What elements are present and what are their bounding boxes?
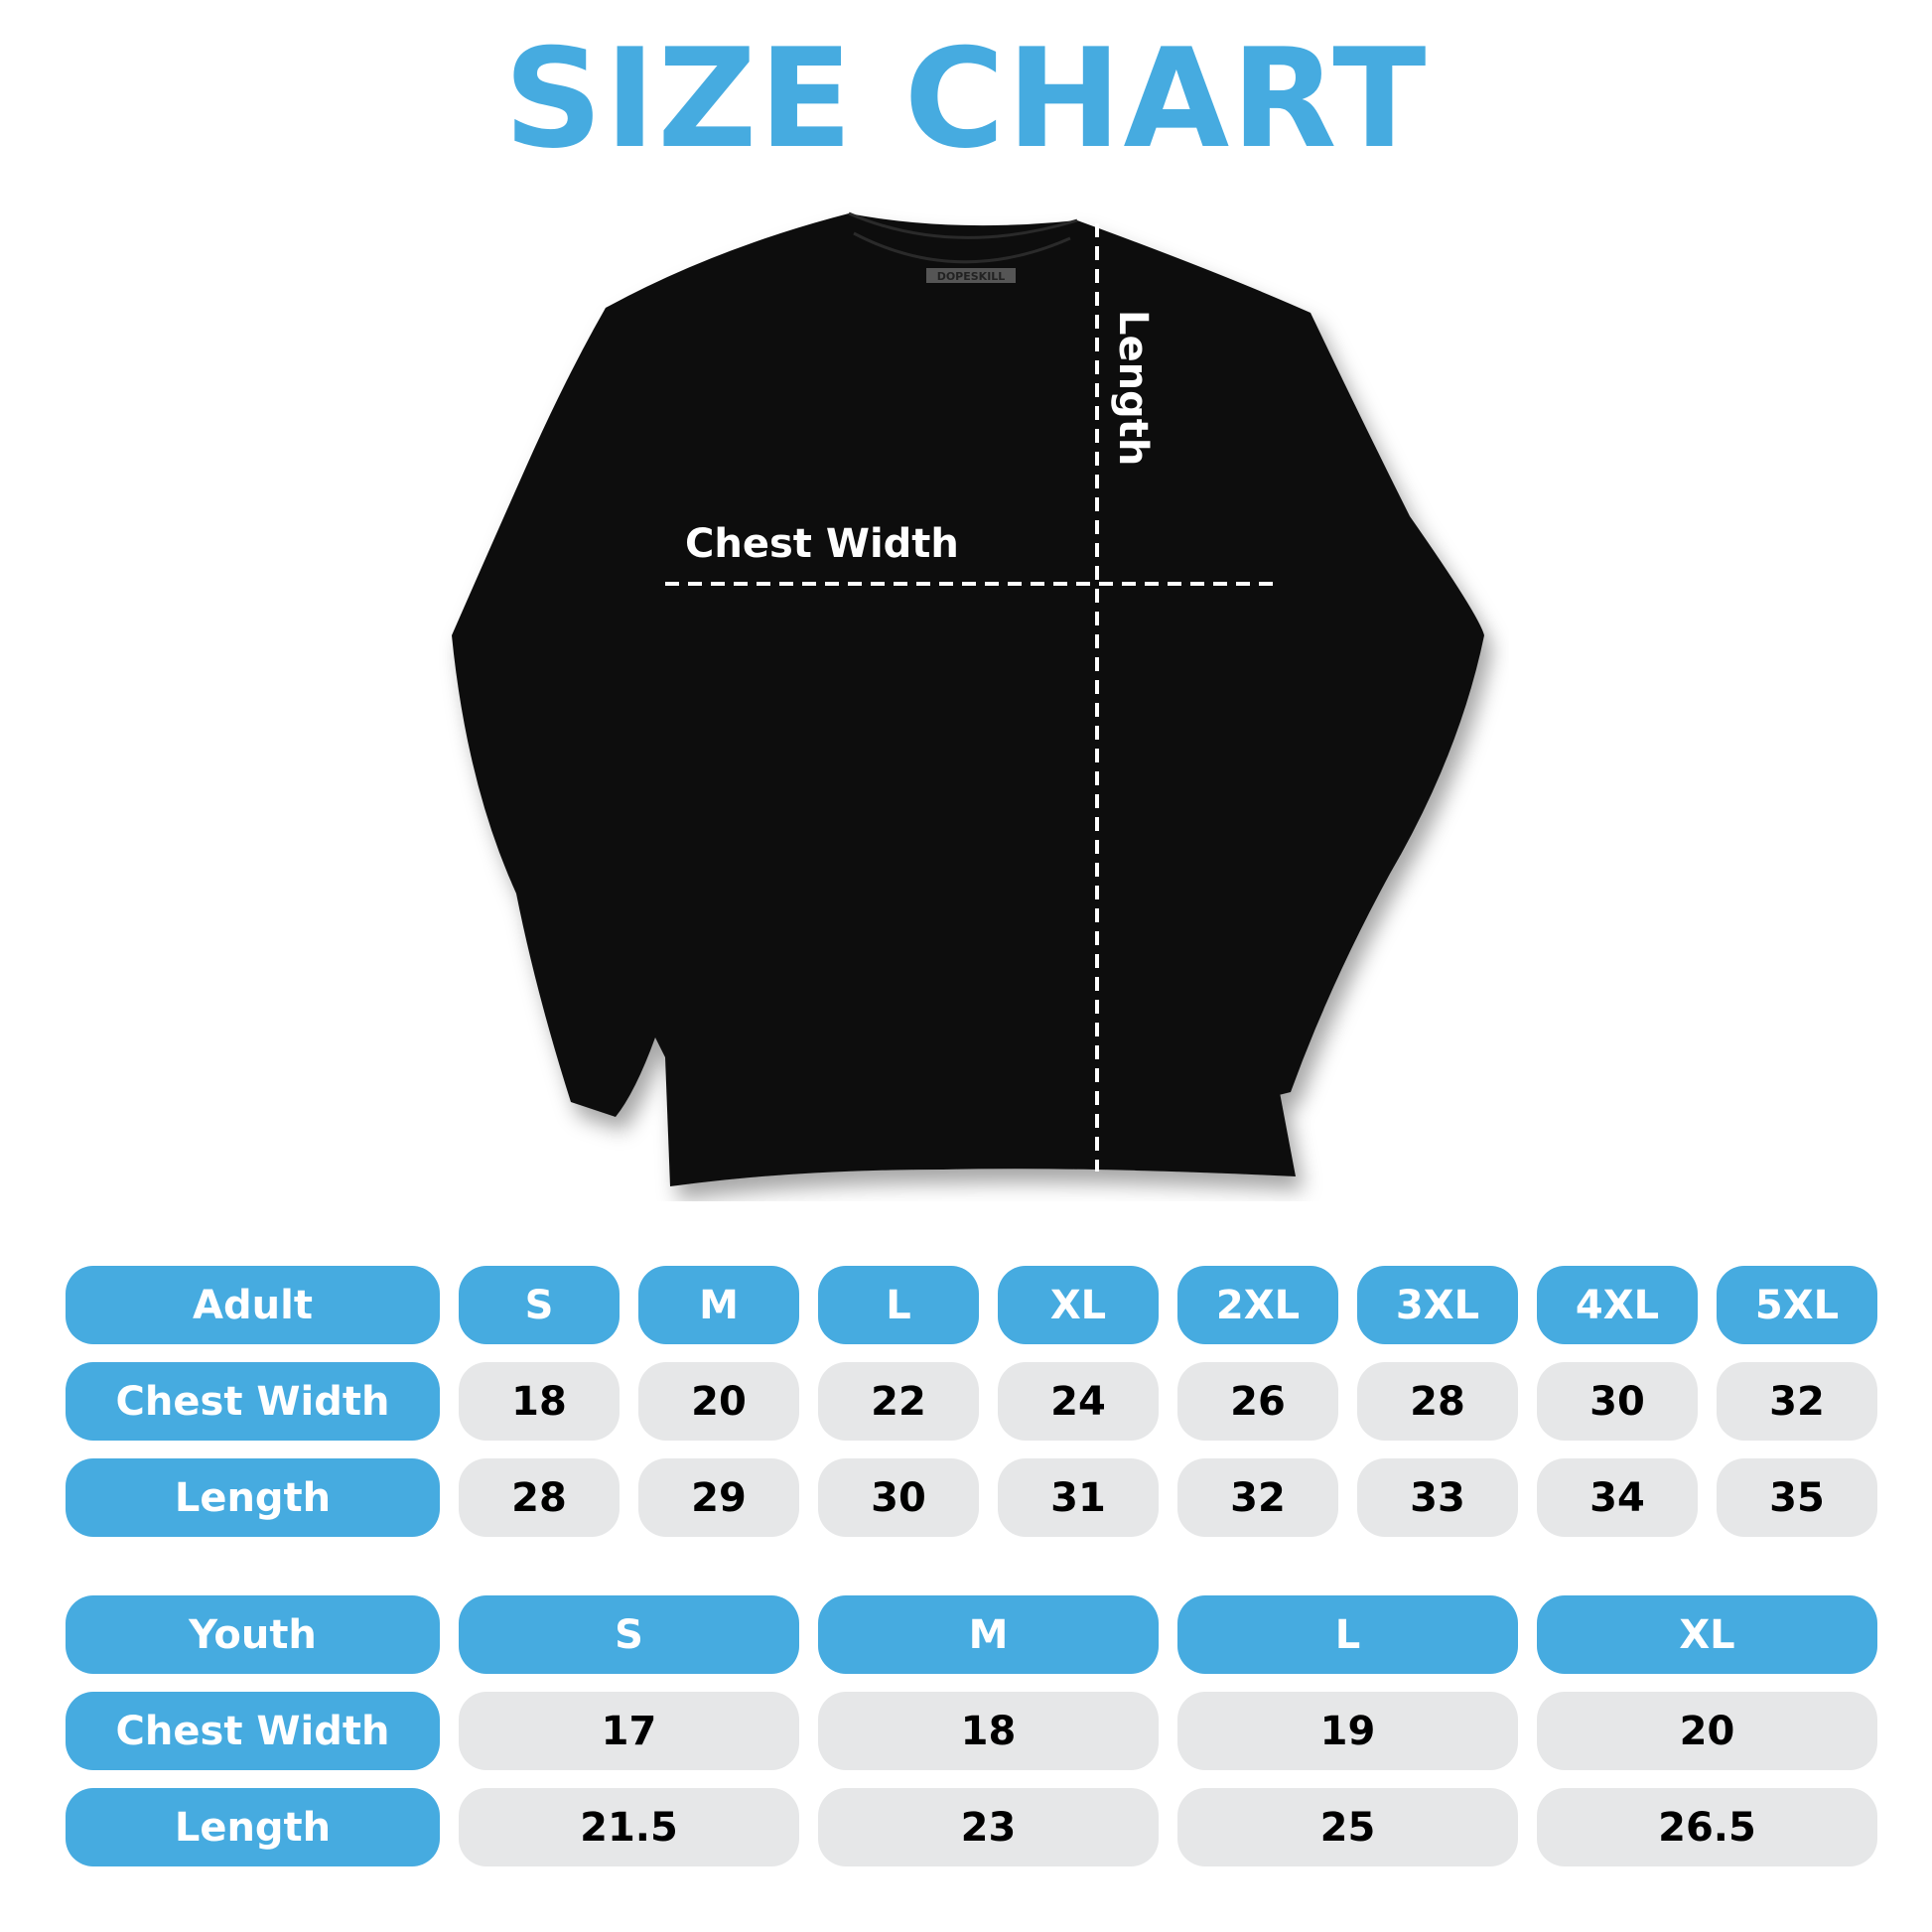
- adult-value-cell: 32: [1717, 1362, 1877, 1441]
- adult-value-cell: 33: [1357, 1458, 1518, 1537]
- adult-value-cell: 26: [1177, 1362, 1338, 1441]
- adult-value-cell: 28: [459, 1458, 620, 1537]
- youth-value-cell: 26.5: [1537, 1788, 1877, 1866]
- length-label: Length: [1110, 310, 1156, 467]
- youth-value-cell: 19: [1177, 1692, 1518, 1770]
- adult-size-4xl: 4XL: [1537, 1266, 1698, 1344]
- youth-row-label: Length: [66, 1788, 440, 1866]
- brand-tag: [926, 268, 1016, 283]
- youth-value-cell: 20: [1537, 1692, 1877, 1770]
- chest-width-label: Chest Width: [685, 521, 959, 567]
- adult-row-label: Length: [66, 1458, 440, 1537]
- adult-value-cell: 18: [459, 1362, 620, 1441]
- adult-size-s: S: [459, 1266, 620, 1344]
- page-title: SIZE CHART: [503, 19, 1429, 179]
- youth-value-cell: 18: [818, 1692, 1159, 1770]
- adult-value-cell: 35: [1717, 1458, 1877, 1537]
- adult-size-l: L: [818, 1266, 979, 1344]
- youth-size-m: M: [818, 1595, 1159, 1674]
- adult-value-cell: 24: [998, 1362, 1159, 1441]
- youth-size-l: L: [1177, 1595, 1518, 1674]
- adult-value-cell: 32: [1177, 1458, 1338, 1537]
- adult-value-cell: 28: [1357, 1362, 1518, 1441]
- adult-value-cell: 30: [818, 1458, 979, 1537]
- adult-size-2xl: 2XL: [1177, 1266, 1338, 1344]
- youth-row-label: Chest Width: [66, 1692, 440, 1770]
- adult-value-cell: 20: [638, 1362, 799, 1441]
- brand-tag-text: DOPESKILL: [937, 270, 1006, 283]
- adult-value-cell: 29: [638, 1458, 799, 1537]
- adult-value-cell: 30: [1537, 1362, 1698, 1441]
- adult-size-3xl: 3XL: [1357, 1266, 1518, 1344]
- youth-value-cell: 17: [459, 1692, 799, 1770]
- adult-value-cell: 31: [998, 1458, 1159, 1537]
- youth-size-s: S: [459, 1595, 799, 1674]
- youth-value-cell: 25: [1177, 1788, 1518, 1866]
- long-sleeve-shirt-image: DOPESKILL: [452, 211, 1484, 1186]
- youth-header-cell: Youth: [66, 1595, 440, 1674]
- adult-value-cell: 22: [818, 1362, 979, 1441]
- adult-size-xl: XL: [998, 1266, 1159, 1344]
- youth-value-cell: 21.5: [459, 1788, 799, 1866]
- adult-size-m: M: [638, 1266, 799, 1344]
- youth-value-cell: 23: [818, 1788, 1159, 1866]
- adult-row-label: Chest Width: [66, 1362, 440, 1441]
- adult-size-5xl: 5XL: [1717, 1266, 1877, 1344]
- adult-value-cell: 34: [1537, 1458, 1698, 1537]
- youth-size-xl: XL: [1537, 1595, 1877, 1674]
- adult-header-cell: Adult: [66, 1266, 440, 1344]
